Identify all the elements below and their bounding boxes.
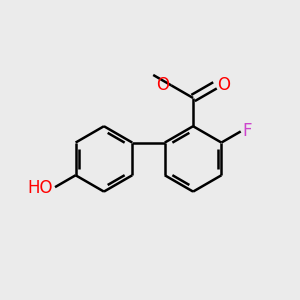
Text: O: O <box>218 76 230 94</box>
Text: HO: HO <box>27 179 52 197</box>
Text: F: F <box>243 122 252 140</box>
Text: O: O <box>156 76 169 94</box>
